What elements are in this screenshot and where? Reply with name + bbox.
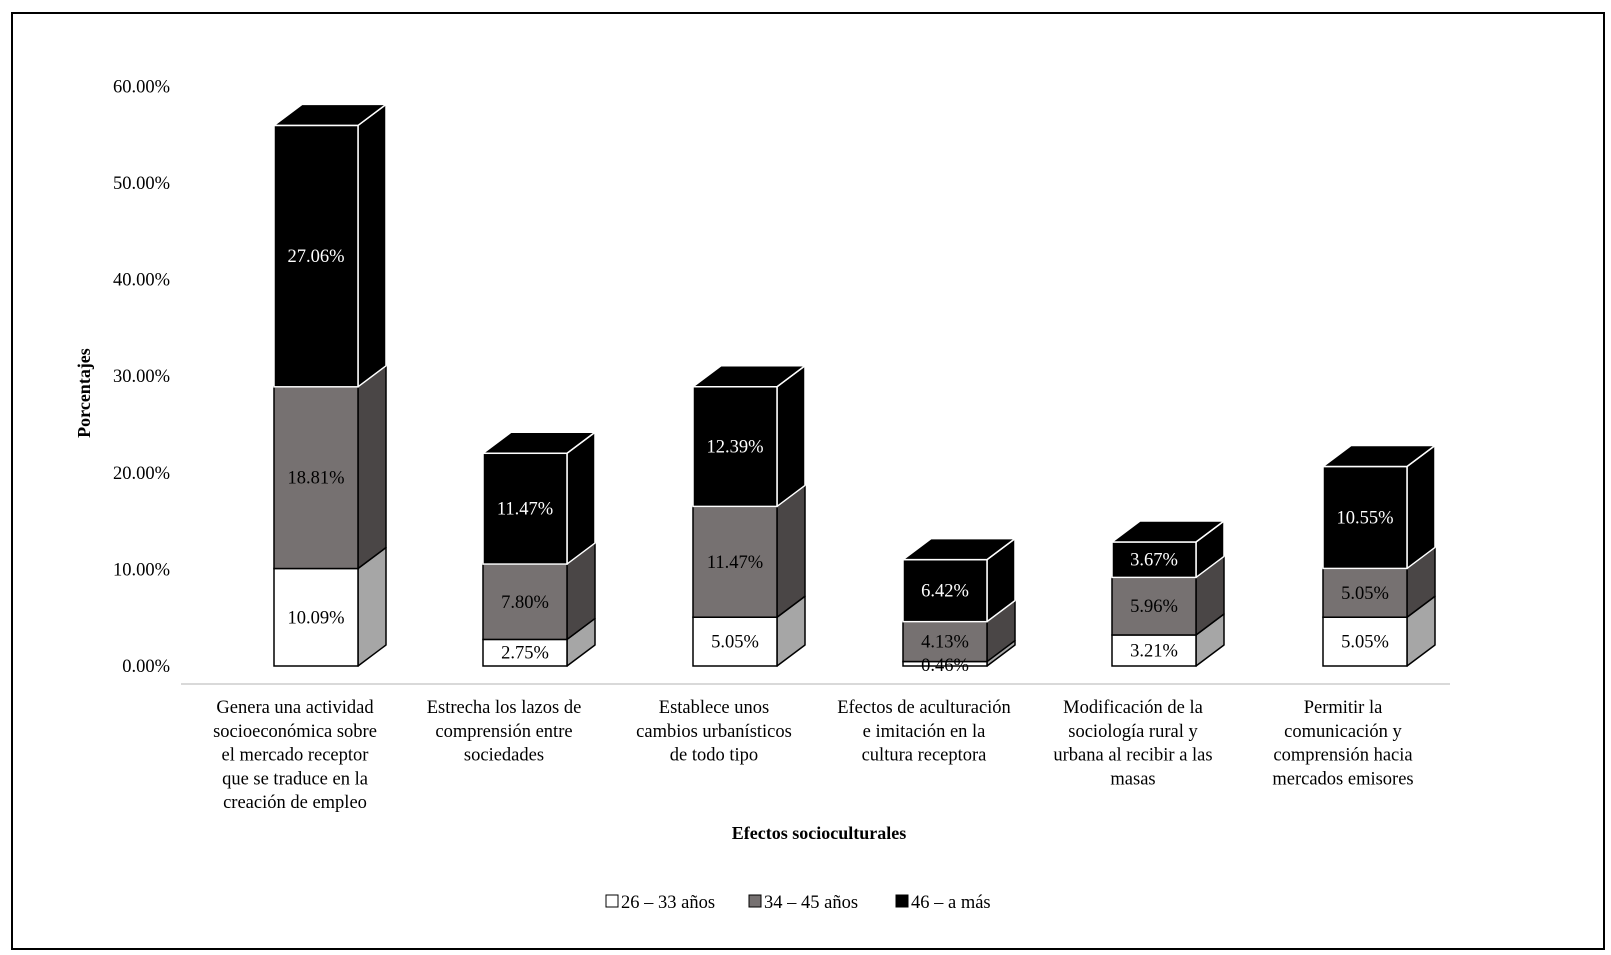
legend-label-series-3: 46 – a más <box>911 893 991 913</box>
bar-front-series-1-cat-3 <box>692 616 778 667</box>
bar-top-series-3-cat-6 <box>1322 444 1436 468</box>
data-label-series-2-cat-6: 5.05% <box>1341 584 1389 604</box>
bar-side-series-3-cat-1 <box>357 103 387 388</box>
data-label-series-3-cat-5: 3.67% <box>1130 551 1178 571</box>
category-label: Permitir la <box>1304 698 1383 718</box>
data-label-series-3-cat-1: 27.06% <box>287 247 344 267</box>
category-label: Genera una actividad <box>216 698 374 718</box>
category-label: comunicación y <box>1284 722 1402 742</box>
bar-front-series-3-cat-1 <box>273 124 359 388</box>
category-label: Establece unos <box>659 698 769 718</box>
bar-top-series-3-cat-2 <box>482 431 596 455</box>
data-label-series-2-cat-5: 5.96% <box>1130 597 1178 617</box>
data-label-series-2-cat-1: 18.81% <box>287 469 344 489</box>
legend-swatch-series-1 <box>605 894 619 908</box>
category-label: masas <box>1110 769 1155 789</box>
bar-top-series-3-cat-4 <box>902 537 1016 561</box>
data-label-series-3-cat-3: 12.39% <box>706 438 763 458</box>
data-label-series-1-cat-6: 5.05% <box>1341 633 1389 653</box>
chart-svg: 0.00% 10.00% 20.00% 30.00% 40.00% 50.00% 60.00… <box>74 77 1450 913</box>
data-label-series-2-cat-4: 4.13% <box>921 633 969 653</box>
data-label-series-1-cat-4: 0.46% <box>921 656 969 676</box>
bar-side-series-2-cat-3 <box>776 484 806 618</box>
bar-front-series-2-cat-2 <box>482 563 568 641</box>
bar-front-series-2-cat-1 <box>273 386 359 570</box>
y-tick-label: 30.00% <box>113 367 170 387</box>
y-tick-label: 0.00% <box>122 657 170 677</box>
bar-front-series-3-cat-5 <box>1111 541 1197 579</box>
bar-front-series-3-cat-3 <box>692 385 778 508</box>
y-tick-label: 20.00% <box>113 464 170 484</box>
category-label: comprensión entre <box>435 722 572 742</box>
data-label-series-2-cat-2: 7.80% <box>501 593 549 613</box>
bar-front-series-1-cat-2 <box>482 638 568 667</box>
category-label: urbana al recibir a las <box>1053 746 1212 766</box>
category-label: socioeconómica sobre <box>213 722 377 742</box>
category-label: sociología rural y <box>1068 722 1198 742</box>
data-label-series-3-cat-6: 10.55% <box>1336 508 1393 528</box>
data-label-series-3-cat-4: 6.42% <box>921 582 969 602</box>
data-label-series-1-cat-2: 2.75% <box>501 644 549 664</box>
bar-front-series-1-cat-1 <box>273 567 359 667</box>
legend-label-series-1: 26 – 33 años <box>621 893 715 913</box>
bar-side-series-3-cat-3 <box>776 364 806 508</box>
category-label: el mercado receptor <box>222 746 369 766</box>
category-label: creación de empleo <box>223 793 367 813</box>
legend-swatch-series-3 <box>895 894 909 908</box>
category-label: Estrecha los lazos de <box>427 698 582 718</box>
category-label: cultura receptora <box>862 746 987 766</box>
data-label-series-2-cat-3: 11.47% <box>707 553 763 573</box>
legend-swatch-series-2 <box>748 894 762 908</box>
data-label-series-1-cat-5: 3.21% <box>1130 641 1178 661</box>
y-tick-label: 60.00% <box>113 77 170 97</box>
bar-top-series-3-cat-1 <box>273 103 387 127</box>
bar-front-series-1-cat-6 <box>1322 616 1408 667</box>
bar-front-series-3-cat-6 <box>1322 465 1408 570</box>
chart-frame: 0.00% 10.00% 20.00% 30.00% 40.00% 50.00% 60.00… <box>11 12 1605 950</box>
category-label: mercados emisores <box>1272 769 1413 789</box>
bar-front-series-2-cat-5 <box>1111 576 1197 636</box>
data-label-series-3-cat-2: 11.47% <box>497 500 553 520</box>
category-label: que se traduce en la <box>222 769 368 789</box>
legend-label-series-2: 34 – 45 años <box>764 893 858 913</box>
category-label: Modificación de la <box>1063 698 1203 718</box>
data-label-series-1-cat-3: 5.05% <box>711 633 759 653</box>
y-tick-label: 40.00% <box>113 271 170 291</box>
category-label: de todo tipo <box>670 746 758 766</box>
category-label: sociedades <box>464 746 544 766</box>
y-axis-title: Porcentajes <box>74 348 94 438</box>
category-label: comprensión hacia <box>1273 746 1412 766</box>
bar-top-series-3-cat-3 <box>692 364 806 388</box>
bar-front-series-2-cat-4 <box>902 620 988 663</box>
category-label: e imitación en la <box>863 722 986 742</box>
bar-side-series-3-cat-2 <box>566 431 596 565</box>
y-tick-label: 50.00% <box>113 174 170 194</box>
x-axis-title: Efectos socioculturales <box>732 823 906 843</box>
y-tick-label: 10.00% <box>113 560 170 580</box>
bar-side-series-2-cat-1 <box>357 365 387 570</box>
bar-top-series-3-cat-5 <box>1111 520 1225 543</box>
category-label: Efectos de aculturación <box>837 698 1011 718</box>
data-label-series-1-cat-1: 10.09% <box>287 608 344 628</box>
category-label: cambios urbanísticos <box>636 722 792 742</box>
